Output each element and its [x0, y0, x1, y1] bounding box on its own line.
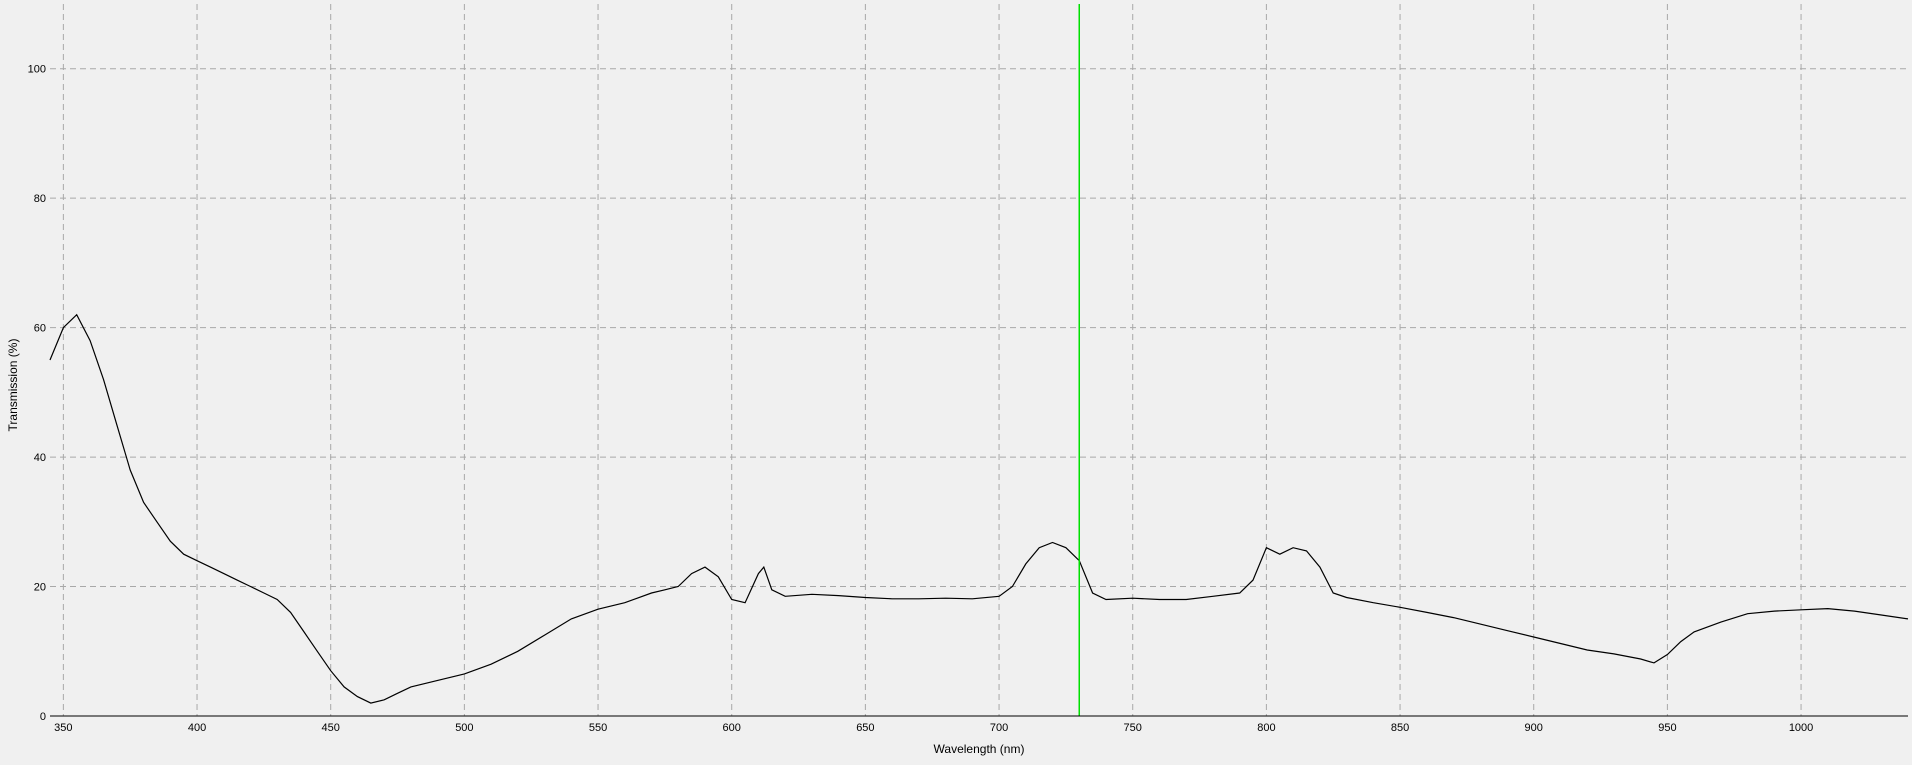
y-tick-label: 100	[28, 64, 46, 76]
x-tick-label: 700	[990, 722, 1008, 734]
x-tick-label: 750	[1124, 722, 1142, 734]
series-line	[49, 313, 1909, 704]
x-tick-label: 500	[455, 722, 473, 734]
x-tick-label: 1000	[1789, 722, 1813, 734]
x-tick-label: 650	[856, 722, 874, 734]
series-group	[49, 4, 1909, 716]
x-tick-label: 550	[589, 722, 607, 734]
x-tick-label: 900	[1525, 722, 1543, 734]
y-axis-title: Transmission (%)	[6, 339, 20, 432]
x-tick-label: 450	[322, 722, 340, 734]
tick-labels: 350 400 450 500 550 600 650 700 750 800 850 900 950 1…	[28, 64, 1814, 734]
x-tick-label: 600	[723, 722, 741, 734]
x-tick-label: 800	[1257, 722, 1275, 734]
y-tick-label: 0	[40, 711, 46, 723]
y-tick-label: 40	[34, 452, 46, 464]
x-tick-label: 850	[1391, 722, 1409, 734]
x-axis-title: Wavelength (nm)	[934, 742, 1025, 756]
y-tick-label: 80	[34, 193, 46, 205]
x-tick-label: 400	[188, 722, 206, 734]
x-tick-label: 950	[1658, 722, 1676, 734]
x-tick-label: 350	[54, 722, 72, 734]
y-tick-label: 20	[34, 582, 46, 594]
y-tick-label: 60	[34, 323, 46, 335]
